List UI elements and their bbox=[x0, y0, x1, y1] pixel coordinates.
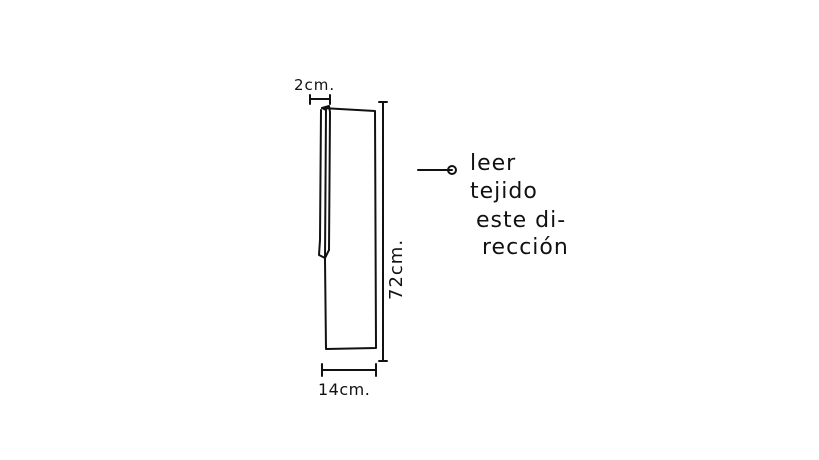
side-dimension-line bbox=[378, 101, 388, 362]
note-line-3: este di- bbox=[476, 208, 566, 233]
side-dimension-label: 72cm. bbox=[386, 239, 407, 300]
bottom-dimension-line bbox=[321, 363, 377, 377]
note-line-4: rección bbox=[482, 235, 569, 260]
note-line-2: tejido bbox=[470, 179, 538, 204]
bottom-dimension-label: 14cm. bbox=[318, 380, 370, 399]
arrow-head bbox=[447, 165, 457, 175]
top-dimension-label: 2cm. bbox=[294, 76, 335, 94]
note-line-1: leer bbox=[470, 151, 516, 176]
top-dimension-line bbox=[309, 94, 331, 105]
strip-rectangle bbox=[321, 107, 377, 350]
inner-fold-strip bbox=[318, 105, 331, 259]
